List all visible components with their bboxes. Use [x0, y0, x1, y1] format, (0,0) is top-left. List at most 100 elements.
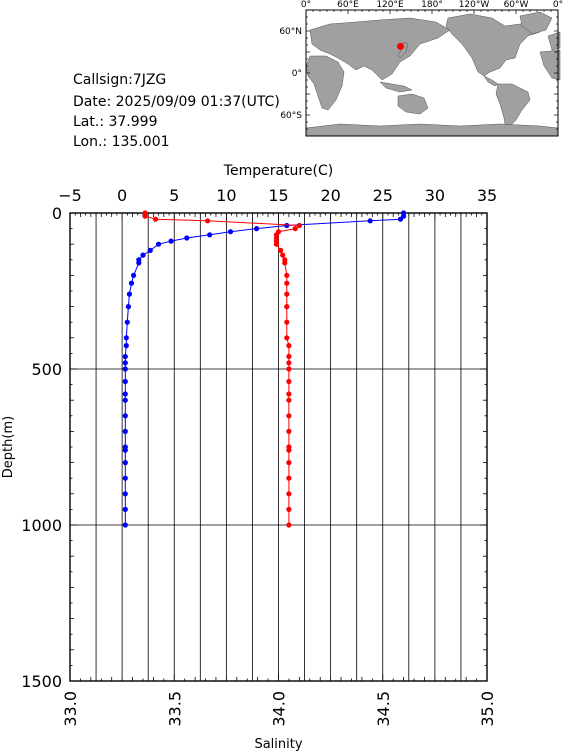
- depth-tick-label: 1000: [21, 516, 62, 535]
- map-top-tick-label: 120°E: [376, 0, 404, 10]
- salinity-tick-label: 34.0: [270, 691, 289, 727]
- salinity-point: [286, 413, 292, 419]
- salinity-point: [205, 218, 211, 224]
- depth-axis-label: Depth(m): [1, 416, 16, 478]
- salinity-point: [286, 475, 292, 481]
- temperature-point: [122, 366, 128, 372]
- salinity-point: [284, 291, 290, 297]
- temperature-tick-label: 20: [320, 186, 340, 205]
- station-marker: [397, 42, 405, 50]
- temperature-tick-label: −5: [58, 186, 82, 205]
- salinity-point: [296, 222, 302, 229]
- land-south-america: [495, 83, 531, 131]
- temperature-tick-label: 15: [268, 186, 288, 205]
- salinity-point: [280, 252, 286, 258]
- temperature-point: [156, 241, 162, 247]
- temperature-point: [136, 260, 142, 266]
- salinity-point: [286, 460, 292, 466]
- temperature-point: [140, 252, 146, 258]
- temperature-point: [125, 304, 131, 310]
- land-central-america: [483, 75, 499, 87]
- land-australia: [397, 93, 429, 115]
- salinity-point: [284, 272, 290, 278]
- map-left-tick-label: 0°: [292, 69, 302, 79]
- map-labels: 0° 60°E 120°E 180° 120°W 60°W 0° 60°N 0° 60°S: [279, 0, 563, 121]
- salinity-point: [142, 213, 148, 219]
- salinity-point: [286, 360, 292, 366]
- temperature-point: [122, 460, 128, 466]
- temperature-point: [124, 319, 130, 325]
- salinity-tick-label: 34.5: [374, 691, 393, 727]
- temperature-point: [122, 397, 128, 403]
- temperature-point: [122, 506, 128, 512]
- map-top-tick-label: 60°W: [504, 0, 529, 10]
- land-africa-west: [539, 49, 561, 81]
- map-land: [305, 11, 561, 137]
- salinity-point: [152, 216, 159, 222]
- temperature-point: [367, 218, 373, 224]
- temperature-point: [254, 226, 260, 232]
- map-top-tick-label: 0°: [553, 0, 563, 10]
- salinity-point: [286, 428, 292, 434]
- salinity-point: [273, 241, 279, 247]
- temperature-point: [128, 280, 135, 286]
- temperature-point: [126, 291, 132, 297]
- salinity-point: [284, 335, 290, 341]
- temperature-point: [122, 391, 128, 397]
- salinity-point: [284, 280, 290, 286]
- salinity-point: [286, 522, 292, 528]
- map-left-tick-label: 60°S: [280, 111, 302, 121]
- salinity-point: [286, 378, 292, 385]
- salinity-point: [278, 247, 284, 253]
- land-north-america: [445, 13, 541, 77]
- land-africa: [305, 55, 345, 111]
- temperature-point: [122, 428, 128, 434]
- temperature-point: [122, 413, 128, 419]
- salinity-axis-label: Salinity: [254, 737, 302, 751]
- temperature-point: [122, 378, 128, 385]
- salinity-tick-label: 33.5: [165, 691, 184, 727]
- chart-axes: [69, 212, 488, 682]
- temperature-point: [123, 343, 129, 349]
- temperature-point: [147, 247, 153, 253]
- temperature-point: [122, 447, 128, 453]
- temperature-point: [131, 272, 137, 278]
- temperature-point: [168, 238, 174, 244]
- map-left-tick-label: 60°N: [279, 27, 302, 37]
- temperature-point: [227, 229, 234, 235]
- salinity-point: [286, 491, 292, 497]
- temperature-tick-label: 5: [169, 186, 179, 205]
- latitude-text: Lat.: 37.999: [73, 114, 158, 130]
- callsign-text: Callsign:7JZG: [73, 72, 167, 88]
- longitude-text: Lon.: 135.001: [73, 134, 170, 150]
- temperature-tick-label: 35: [477, 186, 497, 205]
- temperature-tick-label: 30: [425, 186, 445, 205]
- salinity-point: [286, 343, 292, 349]
- salinity-point: [286, 366, 292, 372]
- temperature-point: [122, 360, 128, 366]
- salinity-point: [282, 260, 288, 266]
- temperature-point: [122, 475, 128, 481]
- depth-tick-label: 1500: [21, 672, 62, 691]
- salinity-point: [284, 304, 290, 310]
- salinity-point: [286, 353, 292, 360]
- temperature-point: [207, 232, 213, 238]
- date-text: Date: 2025/09/09 01:37(UTC): [73, 94, 280, 110]
- temperature-point: [122, 491, 128, 497]
- land-eurasia: [309, 17, 451, 81]
- chart-series: [122, 210, 407, 528]
- land-greenland: [519, 11, 553, 35]
- depth-tick-label: 0: [52, 204, 62, 223]
- salinity-point: [292, 226, 298, 232]
- temperature-point: [397, 216, 404, 222]
- map-top-tick-label: 60°E: [337, 0, 359, 10]
- map-top-tick-label: 0°: [301, 0, 311, 10]
- salinity-point: [284, 319, 290, 325]
- temperature-axis-label: Temperature(C): [223, 163, 333, 179]
- temperature-point: [122, 353, 128, 360]
- depth-tick-label: 500: [31, 360, 62, 379]
- temperature-point: [123, 335, 129, 341]
- temperature-point: [122, 522, 128, 528]
